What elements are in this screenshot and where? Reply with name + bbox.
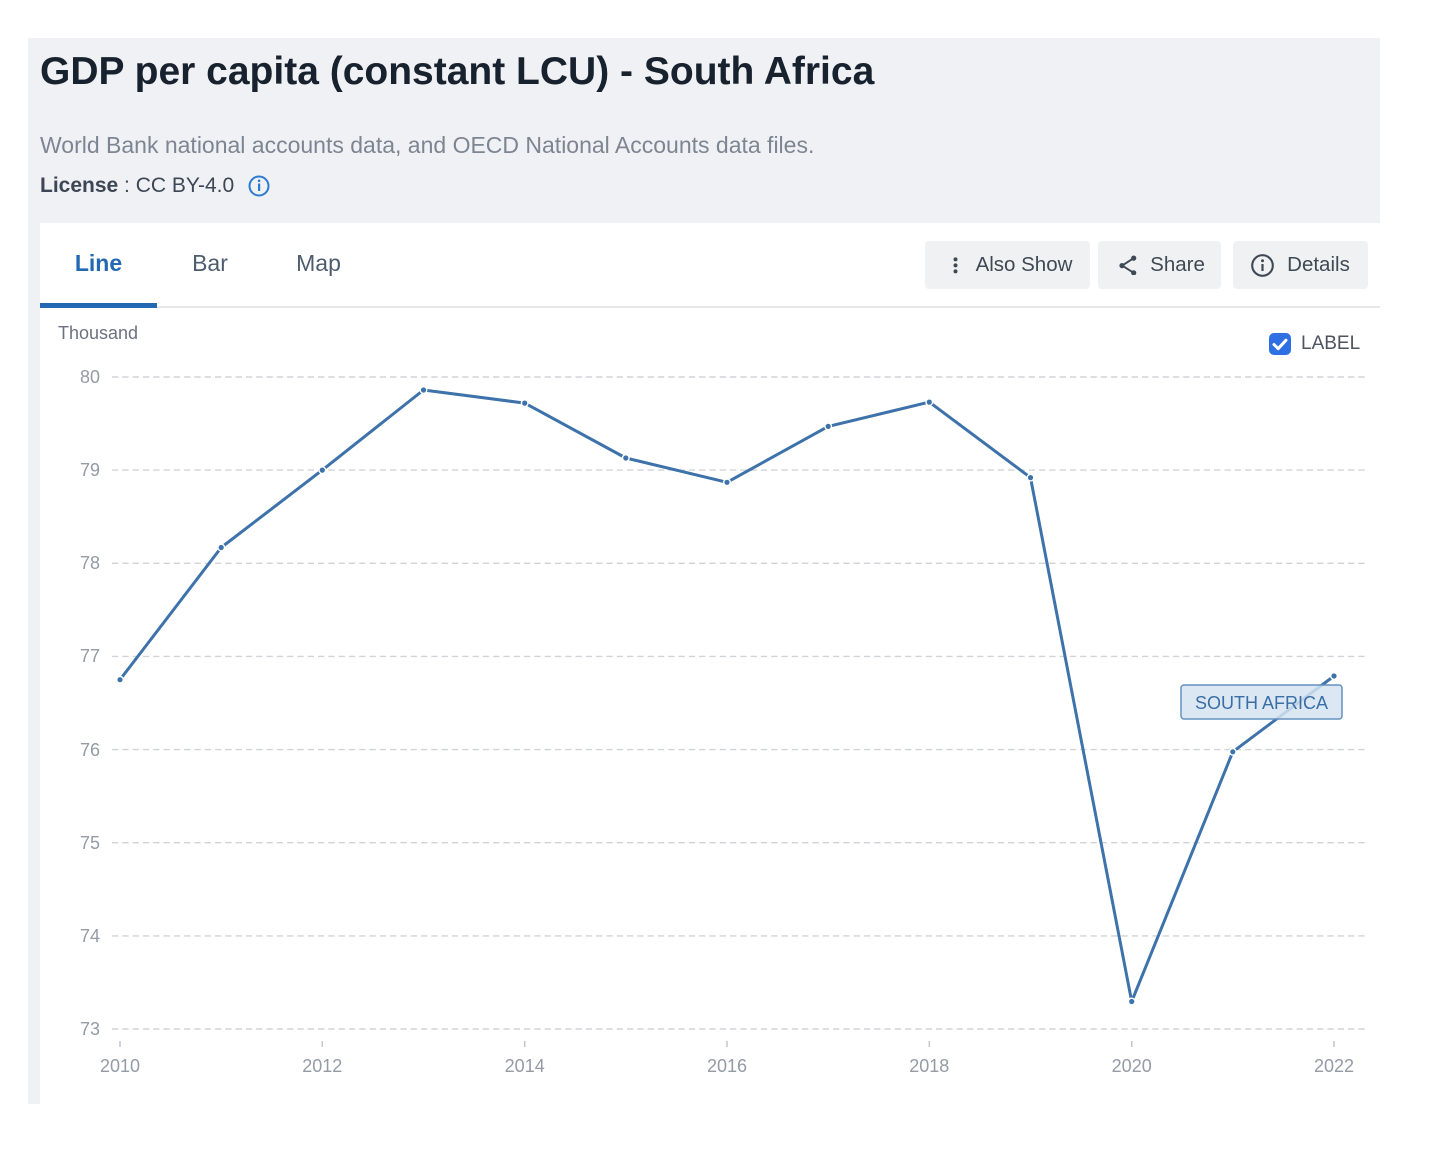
svg-text:2014: 2014 bbox=[505, 1056, 545, 1076]
svg-text:75: 75 bbox=[80, 833, 100, 853]
svg-text:2022: 2022 bbox=[1314, 1056, 1354, 1076]
svg-text:2016: 2016 bbox=[707, 1056, 747, 1076]
svg-text:79: 79 bbox=[80, 460, 100, 480]
svg-text:SOUTH AFRICA: SOUTH AFRICA bbox=[1195, 693, 1328, 713]
svg-text:77: 77 bbox=[80, 646, 100, 666]
svg-text:2018: 2018 bbox=[909, 1056, 949, 1076]
svg-text:80: 80 bbox=[80, 367, 100, 387]
svg-text:73: 73 bbox=[80, 1019, 100, 1039]
svg-text:76: 76 bbox=[80, 740, 100, 760]
svg-text:Thousand: Thousand bbox=[58, 323, 138, 343]
svg-text:2012: 2012 bbox=[302, 1056, 342, 1076]
svg-text:78: 78 bbox=[80, 553, 100, 573]
svg-text:74: 74 bbox=[80, 926, 100, 946]
svg-text:2020: 2020 bbox=[1112, 1056, 1152, 1076]
svg-text:2010: 2010 bbox=[100, 1056, 140, 1076]
